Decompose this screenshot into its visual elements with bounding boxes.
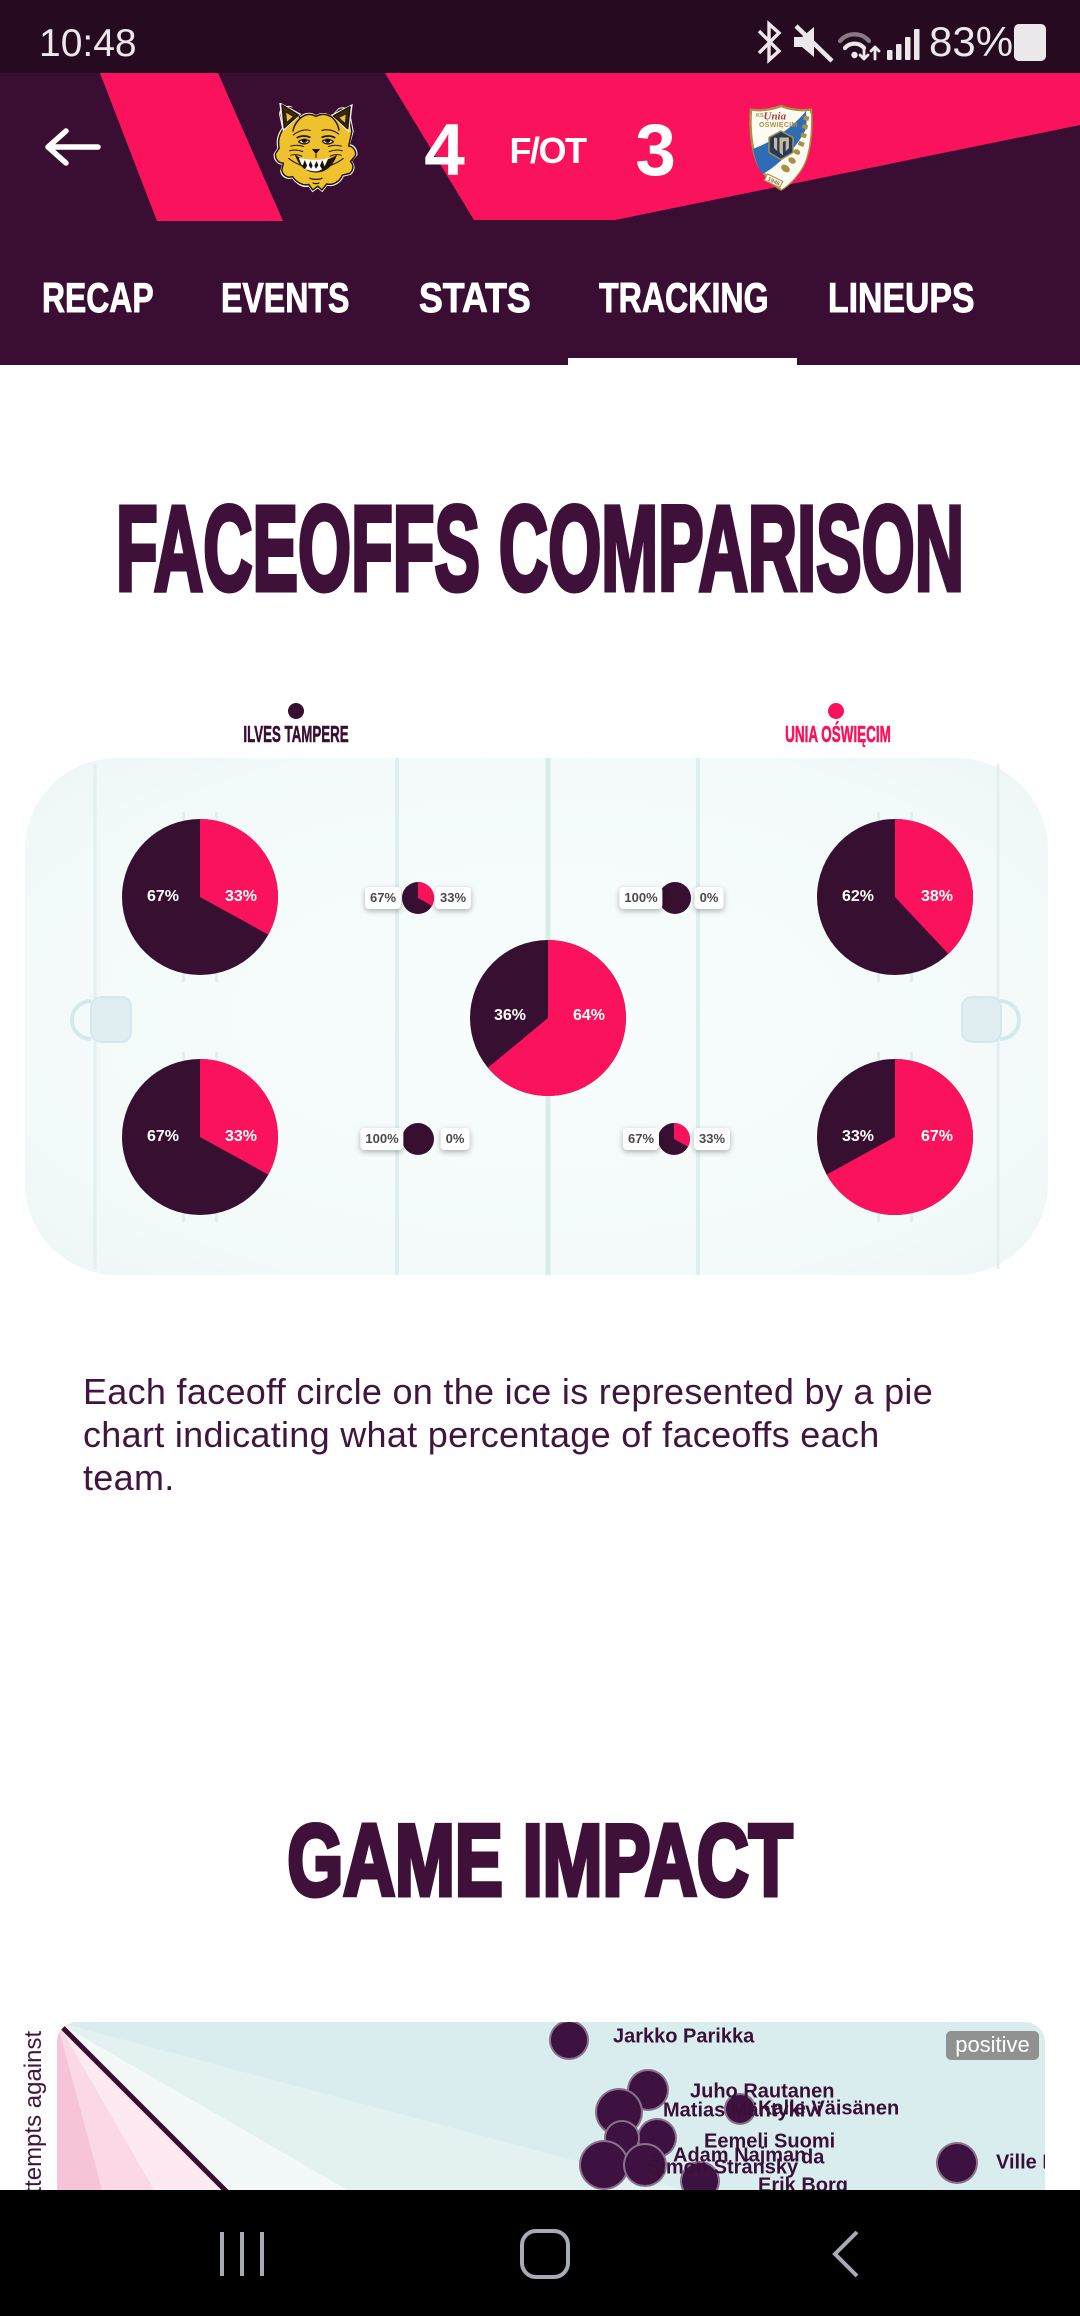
svg-text:1946: 1946 bbox=[766, 177, 781, 188]
svg-text:KS: KS bbox=[756, 113, 764, 119]
svg-text:OŚWIĘCIM: OŚWIĘCIM bbox=[759, 120, 798, 129]
svg-text:Unia: Unia bbox=[764, 111, 787, 123]
